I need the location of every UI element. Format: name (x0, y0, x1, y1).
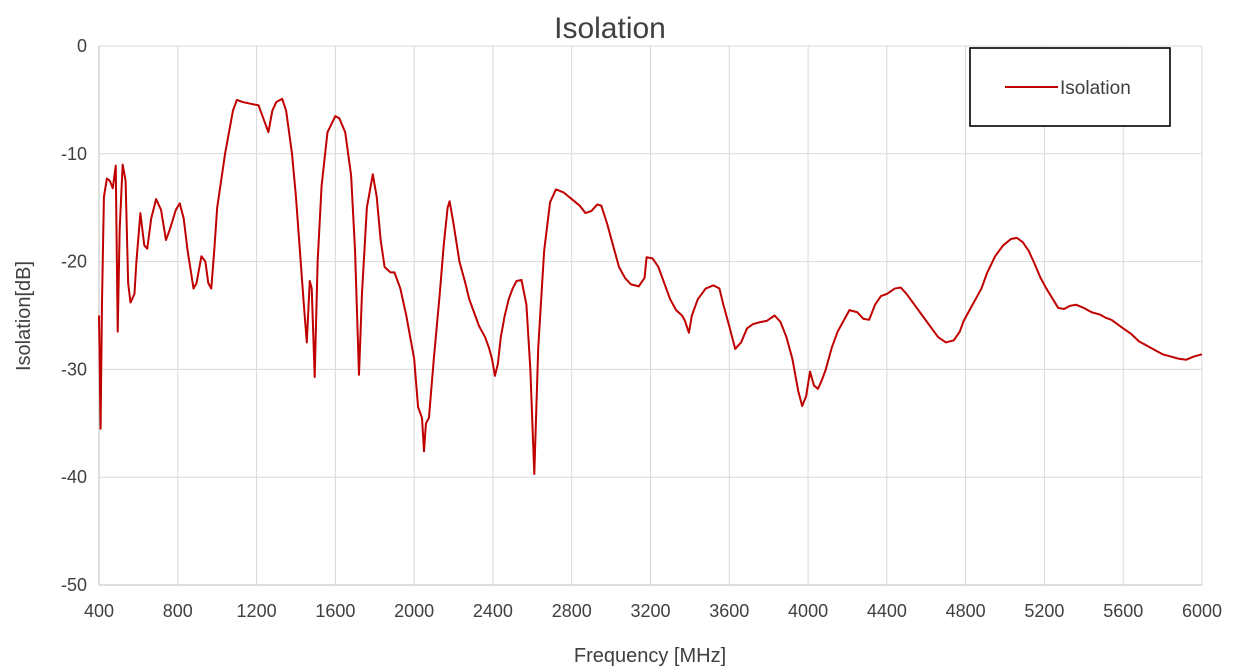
x-tick-label: 800 (163, 601, 193, 621)
y-axis-label: Isolation[dB] (13, 261, 35, 371)
legend-box (969, 47, 1171, 127)
x-tick-label: 3200 (630, 601, 670, 621)
x-tick-label: 5200 (1024, 601, 1064, 621)
y-tick-label: -30 (61, 359, 87, 379)
x-tick-label: 2000 (394, 601, 434, 621)
x-tick-label: 6000 (1182, 601, 1222, 621)
tick-labels: 0 -10 -20 -30 -40 -50 400 800 1200 1600 2000 2400 28… (61, 36, 1222, 621)
legend-label-isolation: Isolation (1060, 78, 1131, 99)
y-tick-label: 0 (77, 36, 87, 56)
x-tick-label: 400 (84, 601, 114, 621)
x-tick-label: 5600 (1103, 601, 1143, 621)
x-tick-label: 2400 (473, 601, 513, 621)
x-tick-label: 2800 (552, 601, 592, 621)
series-lines (98, 97, 1203, 475)
x-tick-label: 4400 (867, 601, 907, 621)
chart-title: Isolation (554, 12, 666, 45)
grid-lines (99, 45, 1203, 585)
series-line-isolation (98, 97, 1203, 475)
legend: Isolation (969, 47, 1171, 127)
y-tick-label: -10 (61, 144, 87, 164)
x-tick-label: 4800 (946, 601, 986, 621)
y-tick-label: -50 (61, 575, 87, 595)
y-tick-label: -40 (61, 467, 87, 487)
x-tick-label: 4000 (788, 601, 828, 621)
x-tick-label: 1200 (237, 601, 277, 621)
x-tick-label: 1600 (315, 601, 355, 621)
y-tick-label: -20 (61, 252, 87, 272)
x-axis-label: Frequency [MHz] (574, 645, 726, 667)
x-tick-label: 3600 (709, 601, 749, 621)
